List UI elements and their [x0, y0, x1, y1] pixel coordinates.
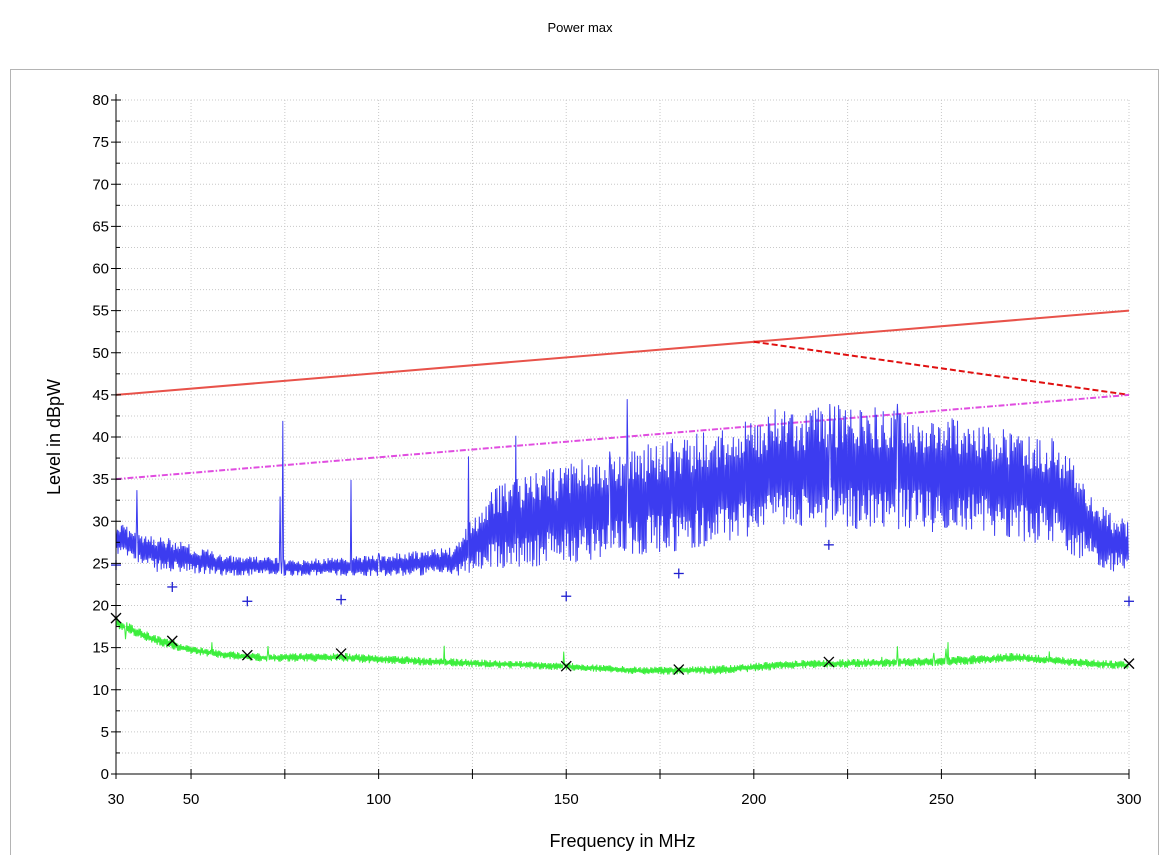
x-marker — [823, 656, 835, 668]
x-tick-label: 300 — [1116, 791, 1141, 808]
x-marker — [673, 664, 685, 675]
y-tick-label: 10 — [92, 682, 109, 699]
x-marker-b — [335, 648, 347, 659]
axes: 0 5 10 15 20 25 30 35 40 45 50 55 60 65 70 75 80 30 50 100 1… — [92, 92, 1141, 808]
series-line-2 — [115, 393, 1130, 481]
y-tick-label: 15 — [92, 640, 109, 657]
series-layer — [110, 309, 1135, 675]
series-line-0 — [115, 309, 1130, 396]
series-trace-3 — [115, 399, 1129, 576]
x-marker — [241, 649, 253, 661]
x-marker — [560, 660, 572, 672]
plus-marker — [823, 539, 834, 550]
x-tick-label: 30 — [108, 791, 125, 808]
x-marker-b — [673, 664, 685, 675]
plus-marker — [336, 594, 347, 605]
x-marker — [335, 648, 347, 659]
x-tick-label: 200 — [741, 791, 766, 808]
y-tick-label: 40 — [92, 429, 109, 446]
y-tick-label: 45 — [92, 387, 109, 404]
x-marker-b — [241, 649, 253, 661]
y-tick-label: 80 — [92, 92, 109, 109]
x-marker — [1123, 658, 1135, 670]
y-tick-label: 20 — [92, 598, 109, 615]
y-tick-label: 30 — [92, 513, 109, 530]
x-tick-label: 50 — [183, 791, 200, 808]
y-tick-label: 70 — [92, 176, 109, 193]
y-tick-label: 5 — [101, 724, 109, 741]
x-marker-b — [166, 635, 178, 647]
series-trace-4 — [115, 618, 1129, 675]
x-tick-label: 150 — [554, 791, 579, 808]
y-tick-label: 0 — [101, 766, 109, 783]
x-axis-title: Frequency in MHz — [549, 831, 695, 851]
chart-title: Power max — [547, 20, 613, 35]
y-tick-label: 55 — [92, 303, 109, 320]
y-axis-title: Level in dBpW — [44, 379, 64, 495]
x-marker-b — [823, 656, 835, 668]
x-marker — [166, 635, 178, 647]
x-marker-b — [1123, 658, 1135, 670]
y-tick-label: 50 — [92, 345, 109, 362]
plus-marker — [673, 568, 684, 579]
plus-marker — [167, 581, 178, 592]
plus-marker — [242, 596, 253, 607]
gridlines — [116, 99, 1130, 774]
chart-frame — [10, 69, 1159, 855]
y-tick-label: 75 — [92, 134, 109, 151]
x-tick-label: 100 — [366, 791, 391, 808]
y-tick-label: 65 — [92, 218, 109, 235]
plus-marker — [561, 591, 572, 602]
x-marker-b — [560, 660, 572, 672]
y-tick-label: 60 — [92, 261, 109, 278]
y-tick-label: 25 — [92, 555, 109, 572]
y-tick-label: 35 — [92, 471, 109, 488]
series-line-1 — [753, 340, 1130, 396]
plus-marker — [1124, 596, 1134, 607]
x-tick-label: 250 — [929, 791, 954, 808]
